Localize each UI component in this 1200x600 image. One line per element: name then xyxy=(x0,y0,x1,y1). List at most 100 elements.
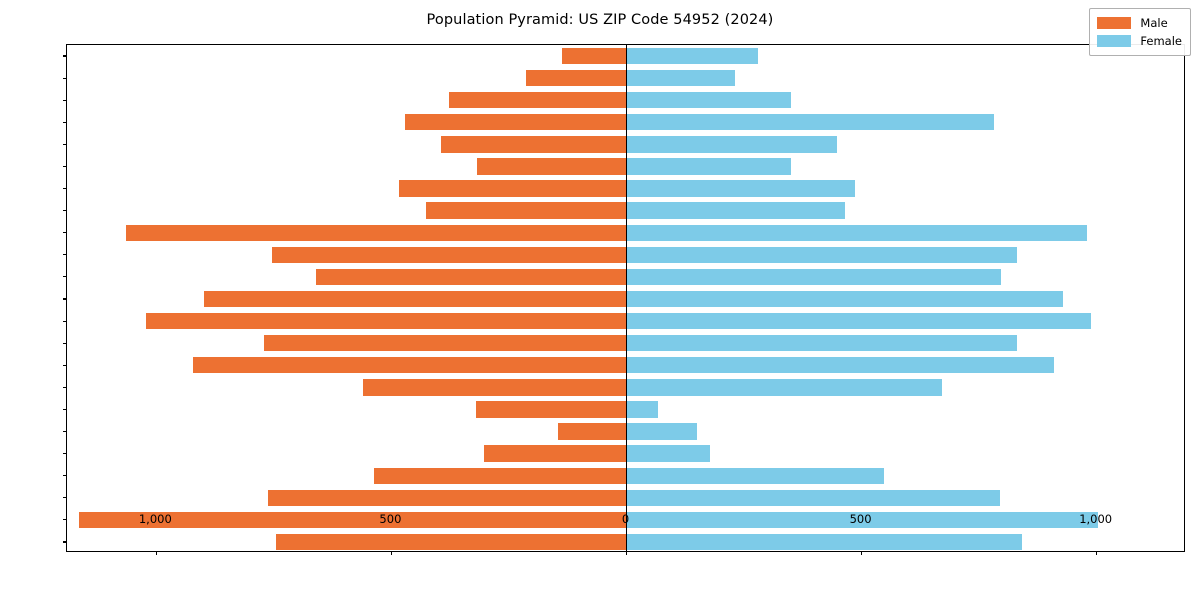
legend-label-female: Female xyxy=(1140,34,1182,48)
bar-male[interactable] xyxy=(558,423,627,440)
bar-male[interactable] xyxy=(561,47,627,65)
bar-male[interactable] xyxy=(268,489,627,506)
bar-female[interactable] xyxy=(626,92,791,109)
bar-male[interactable] xyxy=(441,136,627,153)
bar-row xyxy=(67,312,1184,330)
bar-male[interactable] xyxy=(146,312,627,330)
bar-male[interactable] xyxy=(193,357,627,374)
bar-row xyxy=(67,401,1184,418)
y-axis-tick-mark xyxy=(63,342,67,344)
y-axis-tick-mark xyxy=(63,232,67,234)
y-axis-tick-mark xyxy=(63,519,67,521)
y-axis-tick-mark xyxy=(63,55,67,57)
bar-female[interactable] xyxy=(626,202,845,219)
bar-row xyxy=(67,290,1184,308)
y-axis-tick-mark xyxy=(63,99,67,101)
bar-female[interactable] xyxy=(626,158,791,175)
bar-male[interactable] xyxy=(475,401,627,418)
bar-row xyxy=(67,511,1184,529)
bar-female[interactable] xyxy=(626,467,884,484)
bar-female[interactable] xyxy=(626,423,698,440)
x-axis-tick-label: 1,000 xyxy=(138,512,172,526)
bar-female[interactable] xyxy=(626,246,1017,263)
x-axis-tick-label: 500 xyxy=(849,512,872,526)
y-axis-tick-mark xyxy=(63,430,67,433)
bar-male[interactable] xyxy=(374,467,627,484)
chart-legend: Male Female xyxy=(1089,8,1191,56)
chart-title: Population Pyramid: US ZIP Code 54952 (2… xyxy=(426,12,774,28)
bar-female[interactable] xyxy=(626,511,1098,529)
bar-female[interactable] xyxy=(626,357,1054,374)
x-axis-tick-mark xyxy=(625,551,628,555)
y-axis-tick-mark xyxy=(63,188,67,190)
bar-row xyxy=(67,47,1184,65)
bar-female[interactable] xyxy=(626,268,1001,286)
y-axis-tick-mark xyxy=(63,210,67,212)
bar-row xyxy=(67,357,1184,374)
bar-female[interactable] xyxy=(626,224,1087,241)
y-axis-tick-mark xyxy=(63,121,67,123)
bar-row xyxy=(67,180,1184,197)
bar-row xyxy=(67,224,1184,241)
bar-row xyxy=(67,158,1184,175)
legend-swatch-male xyxy=(1097,17,1132,29)
bar-male[interactable] xyxy=(126,224,627,241)
bar-male[interactable] xyxy=(526,69,627,87)
bar-row xyxy=(67,335,1184,352)
bar-female[interactable] xyxy=(626,312,1092,330)
bar-male[interactable] xyxy=(426,202,627,219)
bar-row xyxy=(67,445,1184,462)
legend-item-female[interactable]: Female xyxy=(1097,32,1182,50)
bar-row xyxy=(67,467,1184,484)
legend-item-male[interactable]: Male xyxy=(1097,14,1182,32)
bar-female[interactable] xyxy=(626,489,1000,506)
bar-row xyxy=(67,202,1184,219)
bar-row xyxy=(67,489,1184,506)
bar-female[interactable] xyxy=(626,401,658,418)
bar-male[interactable] xyxy=(363,379,627,396)
bar-row xyxy=(67,114,1184,131)
bar-female[interactable] xyxy=(626,379,942,396)
y-axis-tick-mark xyxy=(63,541,67,543)
bar-female[interactable] xyxy=(626,533,1022,551)
bar-male[interactable] xyxy=(276,533,627,551)
bar-male[interactable] xyxy=(263,335,627,352)
y-axis-tick-mark xyxy=(63,453,67,455)
bar-female[interactable] xyxy=(626,47,758,65)
bar-female[interactable] xyxy=(626,445,710,462)
legend-label-male: Male xyxy=(1140,16,1168,30)
bar-row xyxy=(67,92,1184,109)
y-axis-tick-mark xyxy=(63,77,67,79)
bar-female[interactable] xyxy=(626,69,735,87)
x-axis-tick-mark xyxy=(861,551,863,555)
bar-row xyxy=(67,268,1184,286)
y-axis-tick-mark xyxy=(63,364,67,366)
y-axis-tick-mark xyxy=(63,475,67,477)
bar-female[interactable] xyxy=(626,136,837,153)
bar-male[interactable] xyxy=(204,290,627,308)
bar-row xyxy=(67,379,1184,396)
bar-male[interactable] xyxy=(483,445,627,462)
bar-row xyxy=(67,246,1184,263)
bar-male[interactable] xyxy=(79,511,627,529)
bar-row xyxy=(67,533,1184,551)
bar-female[interactable] xyxy=(626,335,1017,352)
bar-male[interactable] xyxy=(449,92,627,109)
y-axis-tick-mark xyxy=(63,143,67,145)
legend-swatch-female xyxy=(1097,35,1132,47)
bar-male[interactable] xyxy=(476,158,627,175)
bar-female[interactable] xyxy=(626,114,994,131)
bar-male[interactable] xyxy=(316,268,627,286)
x-axis-tick-label: 1,000 xyxy=(1079,512,1113,526)
bars-layer xyxy=(67,45,1184,551)
bar-row xyxy=(67,136,1184,153)
bar-female[interactable] xyxy=(626,290,1063,308)
y-axis-tick-mark xyxy=(63,298,67,300)
y-axis-tick-mark xyxy=(63,165,67,168)
bar-male[interactable] xyxy=(404,114,627,131)
bar-female[interactable] xyxy=(626,180,856,197)
bar-male[interactable] xyxy=(271,246,627,263)
y-axis-tick-mark xyxy=(63,254,67,256)
y-axis-tick-mark xyxy=(63,320,67,322)
bar-male[interactable] xyxy=(399,180,627,197)
